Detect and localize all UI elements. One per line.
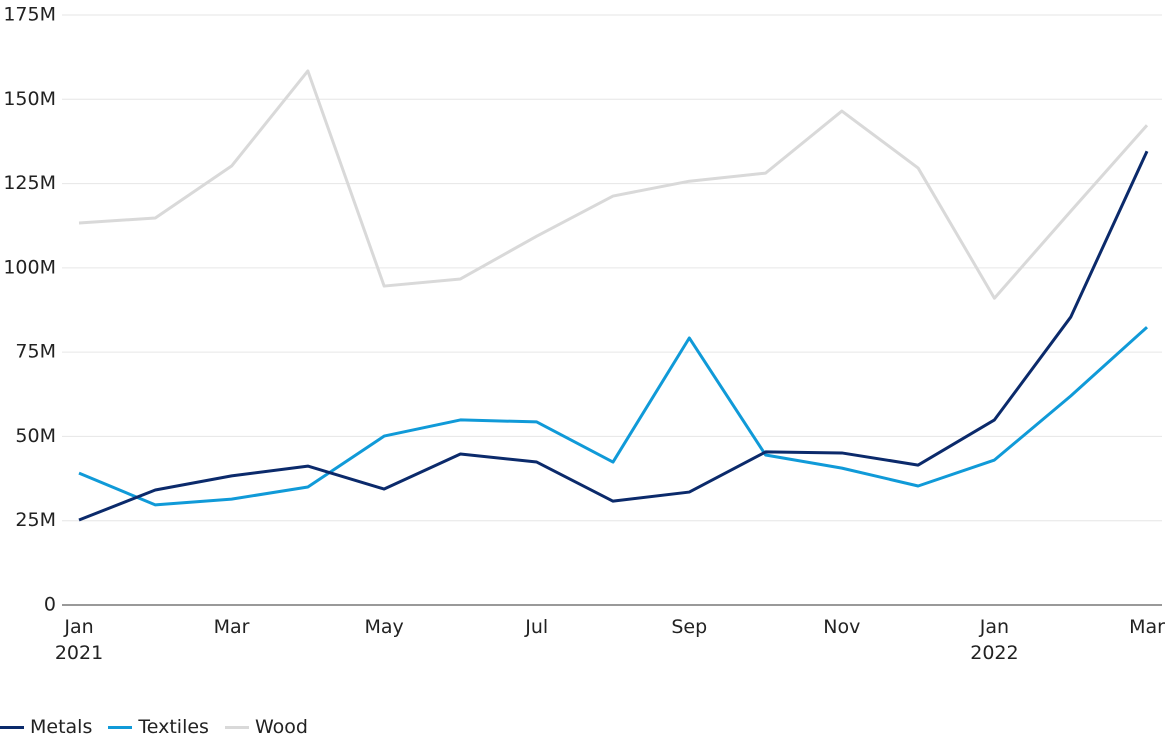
y-tick-label: 175M xyxy=(3,4,56,26)
y-tick-label: 50M xyxy=(15,425,56,447)
legend-label: Metals xyxy=(30,716,93,738)
x-tick-label: Jan 2022 xyxy=(970,616,1019,664)
y-tick-label: 150M xyxy=(3,88,56,110)
legend-swatch xyxy=(224,725,249,729)
y-tick-label: 75M xyxy=(15,341,56,363)
chart: 0 25M 50M 75M 100M 125M 150M 175M xyxy=(3,4,1162,616)
series-line xyxy=(78,69,1149,300)
legend-item: Wood xyxy=(224,716,308,738)
x-tick-label: Sep xyxy=(671,616,708,638)
legend-swatch xyxy=(108,725,133,729)
legend-swatch xyxy=(0,725,24,729)
x-tick-label: May xyxy=(364,616,404,638)
y-tick-label: 125M xyxy=(3,172,56,194)
series-line xyxy=(78,150,1149,522)
legend-item: Textiles xyxy=(108,716,209,738)
x-tick-label: Jul xyxy=(525,616,549,638)
legend-label: Textiles xyxy=(138,716,209,738)
y-tick-label: 0 xyxy=(44,594,56,616)
x-tick-label: Jan 2021 xyxy=(54,616,104,664)
y-tick-label: 25M xyxy=(15,509,56,531)
legend-label: Wood xyxy=(254,716,308,738)
legend-item: Metals xyxy=(0,716,92,738)
y-tick-label: 100M xyxy=(3,256,56,278)
x-tick-label: Nov xyxy=(823,616,861,638)
x-tick-label: Mar xyxy=(1129,616,1165,638)
legend: Metals Textiles Wood xyxy=(0,716,308,738)
series-line xyxy=(78,326,1149,507)
x-tick-label: Mar xyxy=(213,616,250,638)
